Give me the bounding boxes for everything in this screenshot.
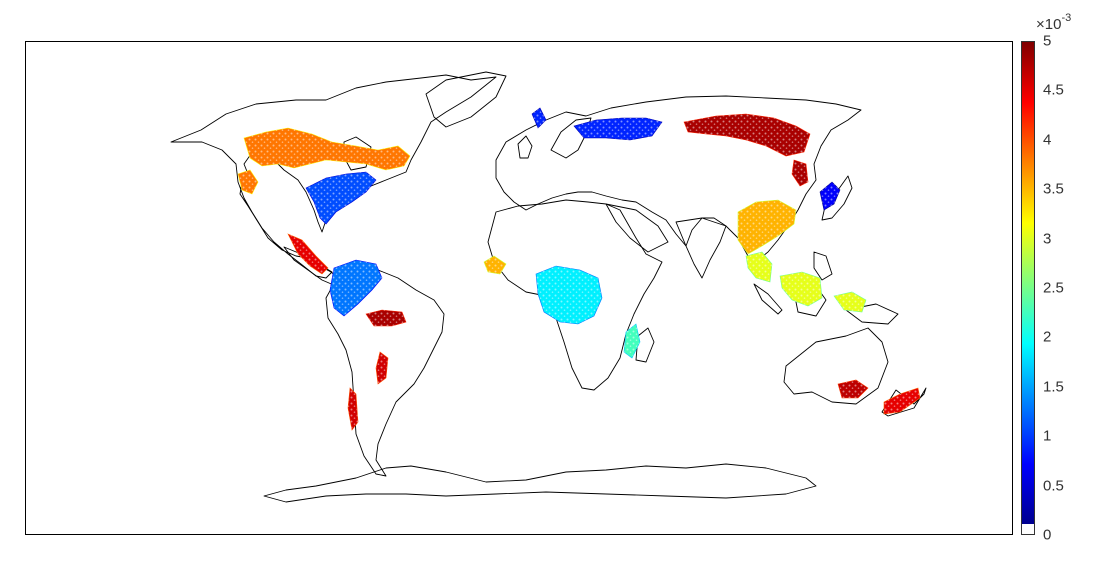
sumatra-outline: [753, 283, 783, 315]
new-guinea-outline: [845, 303, 899, 325]
data-region-texture: [366, 310, 406, 326]
colorbar-tick-label: 2.5: [1043, 279, 1064, 297]
south-america-outline: [325, 267, 445, 477]
data-region-texture: [532, 108, 662, 140]
colorbar-tick-label: 3: [1043, 230, 1052, 248]
colorbar-tick-label: 5: [1043, 32, 1052, 50]
colorbar-multiplier-base: ×10: [1036, 16, 1062, 33]
data-region-texture: [238, 128, 410, 194]
colorbar-tick-label: 2: [1043, 328, 1052, 346]
data-region-texture: [330, 260, 382, 316]
data-region-texture: [738, 200, 796, 254]
data-region-texture: [884, 388, 920, 414]
colorbar-tick-label: 4.5: [1043, 81, 1064, 99]
colorbar-tick-label: 0.5: [1043, 477, 1064, 495]
colorbar-tick-label: 0: [1043, 526, 1052, 544]
colorbar-tick-label: 4: [1043, 131, 1052, 149]
colorbar-multiplier: ×10-3: [1036, 12, 1072, 33]
world-map: [25, 41, 1013, 535]
data-region-texture: [288, 234, 328, 274]
colorbar-multiplier-exponent: -3: [1061, 12, 1072, 24]
antarctica-outline: [263, 463, 817, 503]
philippines-outline: [813, 251, 833, 281]
colorbar: [1021, 41, 1035, 535]
data-region-texture: [536, 266, 602, 324]
colorbar-tick-label: 3.5: [1043, 180, 1064, 198]
japan-outline: [821, 175, 853, 221]
colorbar-tick-label: 1: [1043, 427, 1052, 445]
arabia-outline: [605, 203, 669, 253]
data-region-texture: [746, 252, 866, 312]
colorbar-tick-label: 1.5: [1043, 378, 1064, 396]
africa-outline: [487, 199, 663, 391]
data-region-texture: [348, 352, 388, 430]
data-region-texture: [484, 256, 506, 274]
madagascar-outline: [635, 327, 655, 363]
data-region-texture: [306, 172, 376, 224]
map-canvas: [170, 71, 927, 503]
uk-outline: [517, 135, 533, 159]
data-region-texture: [820, 182, 840, 210]
data-overlay: [237, 107, 921, 431]
data-region-texture: [624, 324, 640, 358]
india-outline: [675, 217, 727, 279]
australia-outline: [783, 327, 889, 405]
data-region-texture: [684, 114, 810, 186]
data-region-texture: [838, 380, 868, 398]
greenland-outline: [425, 71, 507, 128]
